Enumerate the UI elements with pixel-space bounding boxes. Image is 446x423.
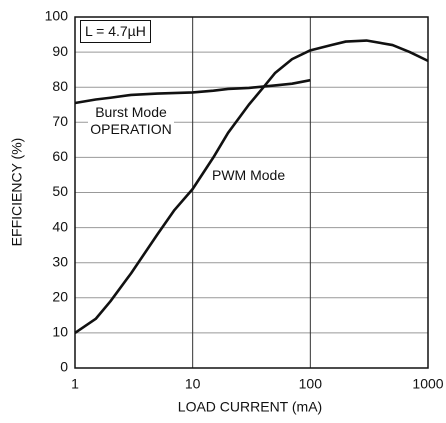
y-tick-label: 40	[52, 218, 68, 234]
y-tick-label: 90	[52, 43, 68, 59]
line	[74, 39, 429, 334]
y-tick-label: 10	[52, 324, 68, 340]
y-axis-label: EFFICIENCY (%)	[9, 138, 25, 247]
annotation: L = 4.7µH	[80, 20, 151, 43]
x-tick-label: 10	[185, 376, 201, 392]
y-tick-label: 100	[45, 8, 69, 24]
y-tick-label: 70	[52, 113, 68, 129]
x-axis-label: LOAD CURRENT (mA)	[178, 399, 322, 415]
y-tick-label: 30	[52, 253, 68, 269]
plot-frame	[74, 16, 429, 369]
y-tick-label: 60	[52, 148, 68, 164]
x-tick-label: 1	[71, 376, 79, 392]
series-label: Burst Mode OPERATION	[88, 104, 174, 138]
y-tick-label: 20	[52, 289, 68, 305]
y-tick-label: 50	[52, 183, 68, 199]
y-tick-label: 0	[60, 359, 68, 375]
x-tick-label: 1000	[412, 376, 443, 392]
y-tick-label: 80	[52, 78, 68, 94]
line	[74, 78, 311, 105]
series-label: PWM Mode	[210, 166, 288, 185]
x-tick-label: 100	[299, 376, 323, 392]
